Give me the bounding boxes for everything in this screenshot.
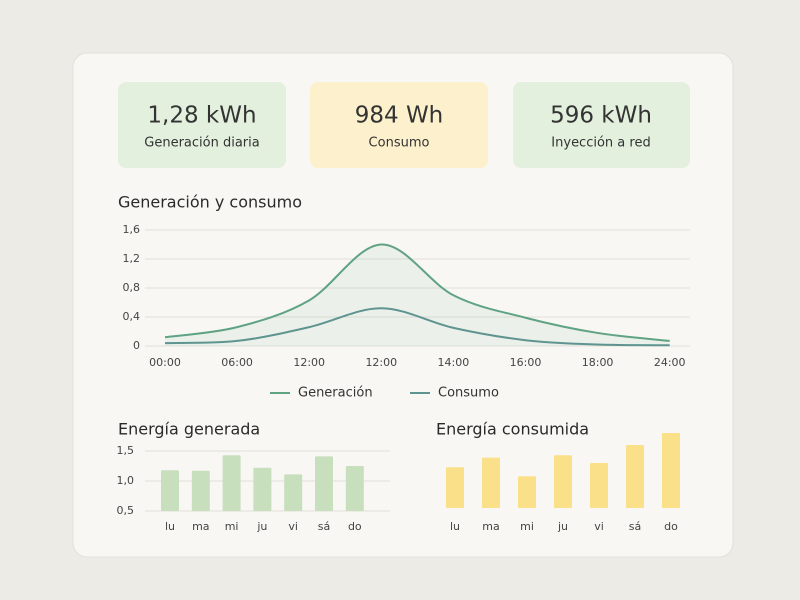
bar — [446, 467, 464, 508]
x-tick-label: lu — [165, 520, 175, 533]
x-tick-label: sá — [629, 520, 641, 533]
line — [164, 243, 670, 342]
y-tick-label: 0 — [133, 339, 140, 352]
x-tick-label: 16:00 — [510, 356, 542, 369]
bar — [590, 463, 608, 508]
kpi-value: 596 kWh — [550, 103, 652, 129]
x-tick-label: 12:00 — [365, 356, 397, 369]
x-tick-label: 06:00 — [221, 356, 253, 369]
bar — [315, 456, 333, 511]
kpi-value: 1,28 kWh — [147, 103, 256, 129]
line — [164, 307, 670, 347]
bar — [345, 466, 364, 511]
x-tick-label: 14:00 — [438, 356, 470, 369]
x-tick-label: 18:00 — [582, 356, 614, 369]
y-tick-label: 1,5 — [117, 444, 135, 457]
kpi-label: Inyección a red — [551, 136, 650, 151]
bar — [662, 433, 680, 508]
x-tick-label: sá — [318, 520, 330, 533]
area — [165, 244, 670, 346]
y-tick-label: 0,8 — [123, 281, 141, 294]
y-tick-label: 1,0 — [117, 474, 135, 487]
bar — [626, 445, 644, 508]
y-tick-label: 1,2 — [123, 252, 141, 265]
x-tick-label: 24:00 — [654, 356, 686, 369]
bar — [554, 455, 572, 508]
kpi-box — [118, 82, 286, 168]
bar — [482, 457, 500, 508]
x-tick-label: ma — [192, 520, 209, 533]
y-tick-label: 0,5 — [117, 504, 135, 517]
chart-title: Energía generada — [118, 420, 260, 439]
x-tick-label: 12:00 — [293, 356, 325, 369]
card — [72, 52, 734, 558]
chart-title: Energía consumida — [436, 420, 589, 439]
x-tick-label: do — [664, 520, 678, 533]
x-tick-label: do — [348, 520, 362, 533]
kpi-box — [310, 82, 488, 168]
x-tick-label: 00:00 — [149, 356, 181, 369]
bar — [191, 470, 210, 511]
y-tick-label: 1,6 — [123, 223, 141, 236]
x-tick-label: vi — [594, 520, 604, 533]
bar — [253, 467, 272, 511]
kpi-box — [513, 82, 690, 168]
y-tick-label: 0,4 — [123, 310, 141, 323]
bar — [161, 470, 179, 511]
x-tick-label: lu — [450, 520, 460, 533]
kpi-value: 984 Wh — [355, 103, 444, 129]
legend-label: Consumo — [438, 386, 499, 401]
x-tick-label: ma — [482, 520, 499, 533]
x-tick-label: vi — [288, 520, 298, 533]
bar — [284, 474, 303, 511]
legend-label: Generación — [298, 386, 373, 401]
bar — [222, 455, 241, 511]
chart-title: Generación y consumo — [118, 193, 302, 212]
x-tick-label: mi — [225, 520, 239, 533]
kpi-label: Generación diaria — [144, 136, 259, 151]
kpi-label: Consumo — [369, 136, 430, 151]
x-tick-label: mi — [520, 520, 534, 533]
x-tick-label: ju — [557, 520, 568, 533]
x-tick-label: ju — [256, 520, 267, 533]
bar — [518, 476, 536, 508]
